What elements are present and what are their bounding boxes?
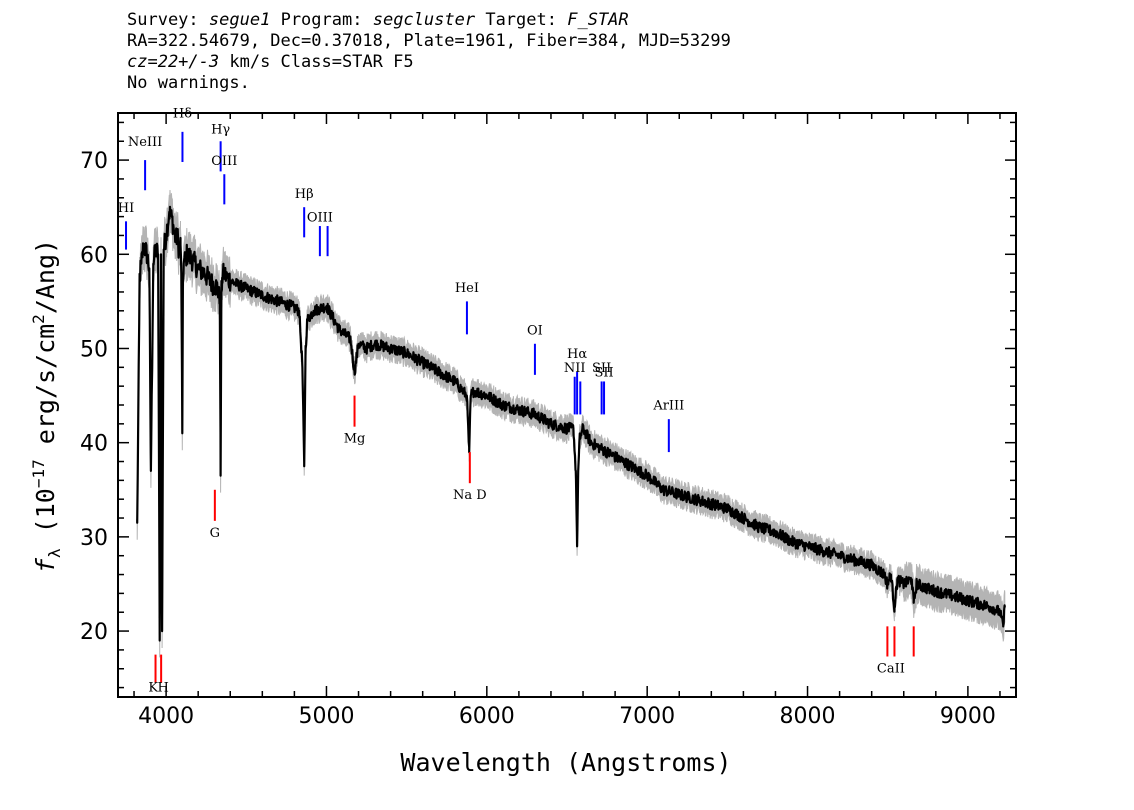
program-label: Program: <box>280 10 363 30</box>
emission-line-label: Hα <box>567 347 587 362</box>
x-tick-label: 5000 <box>298 704 354 729</box>
absorption-line-label: K <box>148 680 158 695</box>
x-axis-label: Wavelength (Angstroms) <box>400 748 731 777</box>
x-tick-label: 4000 <box>138 704 194 729</box>
y-tick-label: 30 <box>80 526 108 551</box>
survey-label: Survey: <box>127 10 199 30</box>
emission-line-label: OIII <box>211 154 237 169</box>
program-value: segcluster <box>372 10 476 30</box>
y-axis-label-exp2: 2 <box>29 314 48 324</box>
emission-line-label: HI <box>118 201 134 216</box>
emission-line-label: Hγ <box>211 123 230 138</box>
target-label: Target: <box>485 10 557 30</box>
emission-line-label: NII <box>564 361 586 376</box>
x-tick-label: 7000 <box>619 704 675 729</box>
header-line-warnings: No warnings. <box>127 73 250 93</box>
y-tick-label: 40 <box>80 432 108 457</box>
y-tick-label: 50 <box>80 337 108 362</box>
spectrum-series <box>136 205 1006 642</box>
emission-line-label: Hδ <box>173 107 192 122</box>
emission-line-label: ArIII <box>652 399 684 414</box>
emission-line-label: HeI <box>455 281 479 296</box>
plot-frame <box>117 112 1017 698</box>
emission-line-label: OIII <box>307 210 333 225</box>
redshift-value: cz=22+/-3 <box>127 52 220 72</box>
emission-line-label: SII <box>592 361 611 376</box>
survey-value: segue1 <box>208 10 271 30</box>
absorption-line-label: G <box>210 526 220 541</box>
y-axis-label-close: /Ang) <box>31 239 60 314</box>
x-tick-label: 9000 <box>940 704 996 729</box>
y-tick-label: 60 <box>80 243 108 268</box>
emission-line-label: OI <box>527 323 543 338</box>
y-axis-label-exp: −17 <box>29 459 48 488</box>
y-tick-label: 20 <box>80 620 108 645</box>
spectrum-header: Survey: segue1 Program: segcluster Targe… <box>127 10 731 94</box>
y-axis-label-sub: λ <box>45 548 64 558</box>
header-line-coordinates: RA=322.54679, Dec=0.37018, Plate=1961, F… <box>127 31 731 51</box>
y-axis-label: fλ (10−17 erg/s/cm2/Ang) <box>29 239 64 573</box>
emission-line-label: Hβ <box>295 187 314 202</box>
y-axis-label-f: f <box>31 557 60 573</box>
absorption-line-label: Na D <box>453 488 487 503</box>
absorption-line-label: Mg <box>344 432 366 447</box>
header-line-redshift: cz=22+/-3 km/s Class=STAR F5 <box>127 52 731 73</box>
target-value: F_STAR <box>567 10 629 30</box>
absorption-line-label: H <box>158 680 169 695</box>
x-tick-label: 6000 <box>459 704 515 729</box>
header-line-survey: Survey: segue1 Program: segcluster Targe… <box>127 10 731 31</box>
absorption-line-label: CaII <box>877 662 905 677</box>
axes: 4000 5000 6000 7000 8000 9000 20 30 40 50 60 70 <box>80 112 1017 729</box>
x-tick-label: 8000 <box>780 704 836 729</box>
y-axis-label-mid: erg/s/cm <box>31 324 60 459</box>
spectrum-line <box>136 205 1006 642</box>
y-axis-label-open: (10 <box>31 488 60 548</box>
emission-line-label: SII <box>594 366 613 381</box>
y-tick-label: 70 <box>80 149 108 174</box>
emission-line-label: NeIII <box>128 135 162 150</box>
class-value: km/s Class=STAR F5 <box>219 52 414 72</box>
